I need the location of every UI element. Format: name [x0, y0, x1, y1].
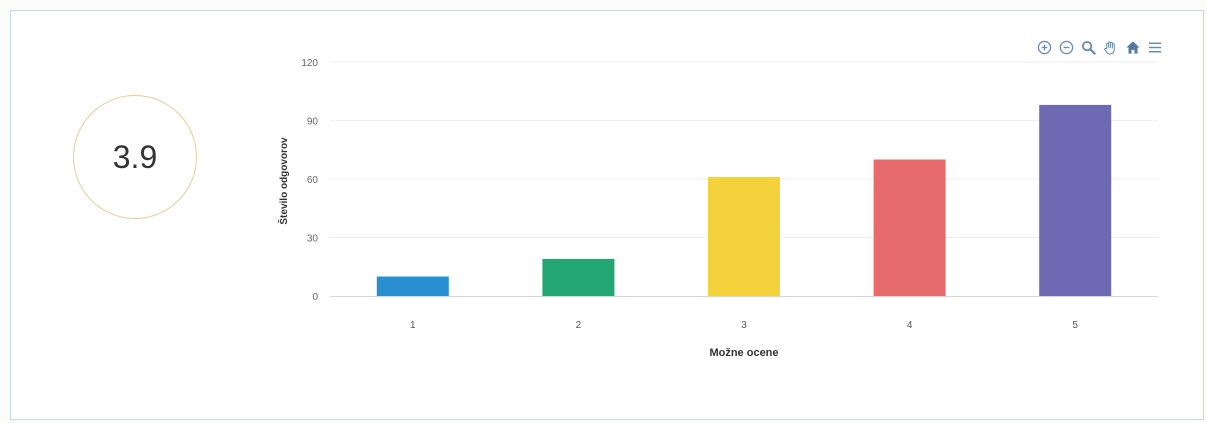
- home-icon[interactable]: [1123, 38, 1142, 57]
- chart-toolbar: [1035, 38, 1164, 57]
- bars: [376, 104, 1112, 297]
- zoom-out-icon[interactable]: [1057, 38, 1076, 57]
- y-tick-label: 30: [307, 234, 319, 245]
- x-tick-label: 1: [410, 320, 416, 331]
- bar-1[interactable]: [376, 276, 449, 297]
- magnifier-icon[interactable]: [1079, 38, 1098, 57]
- y-axis-title: Število odgovorov: [277, 137, 290, 225]
- bar-3[interactable]: [708, 177, 780, 296]
- menu-icon[interactable]: [1145, 38, 1164, 57]
- y-tick-label: 0: [312, 292, 318, 303]
- bar-5[interactable]: [1039, 104, 1112, 297]
- bar-2[interactable]: [542, 258, 615, 296]
- x-tick-label: 3: [741, 320, 747, 331]
- rating-card: [10, 10, 1204, 420]
- zoom-in-icon[interactable]: [1035, 38, 1054, 57]
- y-tick-label: 120: [301, 58, 318, 69]
- x-tick-label: 5: [1072, 320, 1078, 331]
- y-axis-ticks: 0 30 60 90 120: [301, 58, 318, 303]
- x-axis-ticks: 1 2 3 4 5: [410, 320, 1078, 331]
- average-score-badge: 3.9: [73, 95, 197, 219]
- y-tick-label: 60: [307, 175, 319, 186]
- y-tick-label: 90: [307, 117, 319, 128]
- bar-4[interactable]: [873, 159, 946, 297]
- x-tick-label: 4: [907, 320, 913, 331]
- x-tick-label: 2: [576, 320, 582, 331]
- average-score-value: 3.9: [112, 138, 158, 175]
- pan-hand-icon[interactable]: [1101, 38, 1120, 57]
- x-axis-title: Možne ocene: [709, 347, 778, 359]
